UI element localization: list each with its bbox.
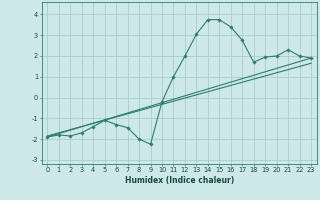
X-axis label: Humidex (Indice chaleur): Humidex (Indice chaleur) [124, 176, 234, 185]
